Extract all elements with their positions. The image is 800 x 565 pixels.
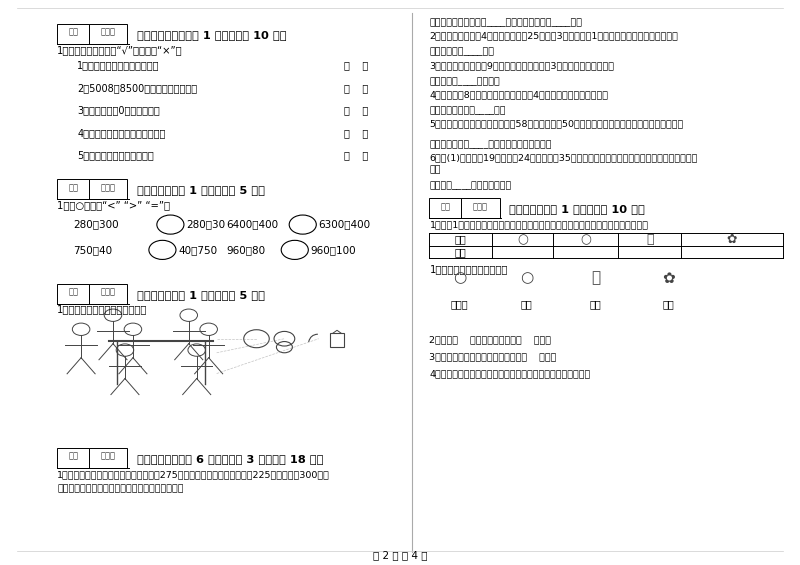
FancyBboxPatch shape (89, 179, 127, 199)
Text: 答：妈妈给女儿____朵，两人的花就一样多。: 答：妈妈给女儿____朵，两人的花就一样多。 (430, 140, 552, 149)
Text: 第 2 页 共 4 页: 第 2 页 共 4 页 (373, 550, 427, 560)
Text: 1．在○里填上“<” “>” “=”。: 1．在○里填上“<” “>” “=”。 (57, 200, 170, 210)
Text: 六、比一比（共 1 大题，共计 5 分）: 六、比一比（共 1 大题，共计 5 分） (137, 185, 265, 195)
Text: ✿: ✿ (726, 233, 738, 246)
Text: 280＋300: 280＋300 (73, 220, 118, 229)
Text: ○: ○ (517, 233, 528, 246)
Text: 七、连一连（共 1 大题，共计 5 分）: 七、连一连（共 1 大题，共计 5 分） (137, 290, 265, 300)
Text: 答：每组有____只猿子。: 答：每组有____只猿子。 (430, 77, 500, 86)
Text: 40＋750: 40＋750 (178, 245, 218, 255)
Text: 得分: 得分 (68, 183, 78, 192)
Text: 6400－400: 6400－400 (226, 220, 278, 229)
Text: 得分: 得分 (68, 28, 78, 37)
Text: 得分: 得分 (441, 202, 450, 211)
Text: 3．爱吃香蕉的人数比爱吃苹果的少（    ）人。: 3．爱吃香蕉的人数比爱吃苹果的少（ ）人。 (430, 352, 557, 361)
Text: 2．小汽车每辆能坐4人，大客车能坐25人，有3辆小汽车和1辆大客车，问一共能坐多少人？: 2．小汽车每辆能坐4人，大客车能坐25人，有3辆小汽车和1辆大客车，问一共能坐多… (430, 32, 678, 41)
Text: 答：还有____人分不到苹果。: 答：还有____人分不到苹果。 (430, 181, 512, 190)
Text: 1．我会判。（对的打“√”，错的打“×”）: 1．我会判。（对的打“√”，错的打“×”） (57, 45, 183, 55)
FancyBboxPatch shape (57, 284, 89, 303)
Text: 1．把记录结果填在下表中。: 1．把记录结果填在下表中。 (430, 264, 508, 274)
Text: 4．六一儿童节王老师想为同学们买一些水果，你有什么建议？: 4．六一儿童节王老师想为同学们买一些水果，你有什么建议？ (430, 369, 590, 378)
Text: 正正一: 正正一 (451, 299, 469, 309)
Text: 正下: 正下 (521, 299, 533, 309)
Text: ～: ～ (590, 271, 600, 285)
FancyBboxPatch shape (89, 24, 127, 44)
Text: 1．一堆砖，第一天为小狗盖房子，用了275块，第二天为小鸡盖房子用了225块，还剩下300块，: 1．一堆砖，第一天为小狗盖房子，用了275块，第二天为小鸡盖房子用了225块，还… (57, 470, 330, 479)
Text: （    ）: （ ） (344, 150, 369, 160)
Text: 280＋30: 280＋30 (186, 220, 226, 229)
Text: 评卷人: 评卷人 (101, 288, 116, 297)
Text: 评卷人: 评卷人 (101, 452, 116, 460)
FancyBboxPatch shape (57, 24, 89, 44)
Text: （    ）: （ ） (344, 60, 369, 71)
Text: ～: ～ (646, 233, 654, 246)
Text: 正下: 正下 (662, 299, 674, 309)
Text: 得分: 得分 (68, 452, 78, 460)
Text: 十、综合题（共 1 大题，共计 10 分）: 十、综合题（共 1 大题，共计 10 分） (510, 205, 645, 214)
Text: 水果: 水果 (454, 234, 466, 244)
FancyBboxPatch shape (57, 179, 89, 199)
Text: 评卷人: 评卷人 (101, 28, 116, 37)
Text: 2．5008，8500都是一个零也不读。: 2．5008，8500都是一个零也不读。 (77, 83, 198, 93)
Text: （    ）: （ ） (344, 83, 369, 93)
FancyBboxPatch shape (57, 448, 89, 468)
Text: 答：这堆砖比原来少了____块，这堆砖原来有____块。: 答：这堆砖比原来少了____块，这堆砖原来有____块。 (430, 18, 582, 27)
FancyBboxPatch shape (89, 448, 127, 468)
Text: 人数: 人数 (454, 247, 466, 257)
Text: 1．从右边起，第四位是万位。: 1．从右边起，第四位是万位。 (77, 60, 160, 71)
Text: 八、解决问题（共 6 小题，每题 3 分，共计 18 分）: 八、解决问题（共 6 小题，每题 3 分，共计 18 分） (137, 454, 323, 464)
Text: 答：一共能坐____人。: 答：一共能坐____人。 (430, 47, 494, 56)
Text: 4．小明今年8岁，爸爸的年龄是小明的4倍，爸爸比小明大多少岁？: 4．小明今年8岁，爸爸的年龄是小明的4倍，爸爸比小明大多少岁？ (430, 90, 609, 99)
FancyBboxPatch shape (462, 198, 500, 218)
Text: 这堆砖比原来少了多少块？这堆砖原来有多少块？: 这堆砖比原来少了多少块？这堆砖原来有多少块？ (57, 484, 184, 493)
Text: 6300－400: 6300－400 (318, 220, 371, 229)
Text: 得分: 得分 (68, 288, 78, 297)
Text: 2．爱吃（    ）的人数最多，有（    ）人。: 2．爱吃（ ）的人数最多，有（ ）人。 (430, 336, 551, 344)
Text: 3．有两群猿子，每群9只，现把它们平均分成3组，每组有几只猿子？: 3．有两群猿子，每群9只，现把它们平均分成3组，每组有几只猿子？ (430, 61, 614, 70)
Text: ○: ○ (520, 271, 534, 285)
Text: 960－80: 960－80 (226, 245, 266, 255)
Text: 960－100: 960－100 (310, 245, 356, 255)
FancyBboxPatch shape (89, 284, 127, 303)
Text: 1．二（1）同学最喜欢吃的水果情况如下表：（每个同学都参加，每人只选一种。）: 1．二（1）同学最喜欢吃的水果情况如下表：（每个同学都参加，每人只选一种。） (430, 220, 649, 229)
Text: ✿: ✿ (662, 271, 675, 285)
Text: 五、判断对与错（共 1 大题，共计 10 分）: 五、判断对与错（共 1 大题，共计 10 分） (137, 30, 286, 40)
Text: 评卷人: 评卷人 (101, 183, 116, 192)
Text: ○: ○ (580, 233, 591, 246)
Text: 果？: 果？ (430, 166, 441, 175)
Text: 4．所有的四位数都比三位数大。: 4．所有的四位数都比三位数大。 (77, 128, 166, 138)
Text: 1．他们看到的是什么？连一连。: 1．他们看到的是什么？连一连。 (57, 305, 147, 315)
Text: （    ）: （ ） (344, 128, 369, 138)
Text: 5．近似数一般比准确数小。: 5．近似数一般比准确数小。 (77, 150, 154, 160)
Text: 750＋40: 750＋40 (73, 245, 112, 255)
Text: 3．整数末尾的0一般都不读。: 3．整数末尾的0一般都不读。 (77, 106, 160, 115)
Text: （    ）: （ ） (344, 106, 369, 115)
Text: 答：爸爸比小明大____岁。: 答：爸爸比小明大____岁。 (430, 106, 506, 115)
Bar (330, 333, 344, 347)
Text: ○: ○ (453, 271, 466, 285)
Text: 正一: 正一 (590, 299, 601, 309)
FancyBboxPatch shape (430, 198, 462, 218)
Text: 6．二(1)班有男生19人，女生24人，一共有35个苹果，如果每人分一个苹果，有多少人分不到苹: 6．二(1)班有男生19人，女生24人，一共有35个苹果，如果每人分一个苹果，有… (430, 153, 698, 162)
Text: 评卷人: 评卷人 (473, 202, 488, 211)
Text: 5．妈妈和女儿摘红花，妈妈摘了58朵，女儿摘了50朵，妈妈给女儿几朵，两人的花就一样多？: 5．妈妈和女儿摘红花，妈妈摘了58朵，女儿摘了50朵，妈妈给女儿几朵，两人的花就… (430, 119, 684, 128)
